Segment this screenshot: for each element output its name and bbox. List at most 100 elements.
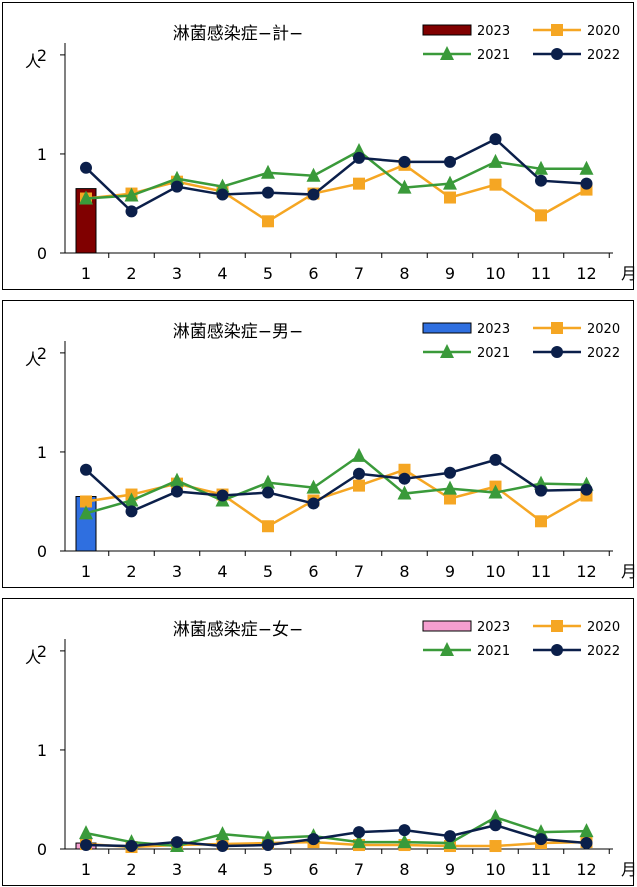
series-point-2022 <box>262 186 274 199</box>
chart-title: 淋菌感染症−計− <box>173 24 304 44</box>
y-tick-label: 1 <box>37 443 47 462</box>
x-tick-label: 4 <box>217 264 227 283</box>
x-tick-label: 12 <box>576 860 596 879</box>
series-line-2022 <box>85 137 587 213</box>
x-tick-label: 1 <box>81 562 91 581</box>
x-axis-unit-label: 月 <box>621 264 635 283</box>
legend-label-2023: 2023 <box>477 24 510 39</box>
series-point-2020 <box>535 209 547 222</box>
series-point-2020 <box>489 178 502 191</box>
x-tick-label: 7 <box>354 264 364 283</box>
x-tick-label: 6 <box>308 860 318 879</box>
series-point-2021 <box>534 160 548 175</box>
series-point-2022 <box>444 155 456 168</box>
series-point-2022 <box>535 484 547 497</box>
legend-label-2022: 2022 <box>587 48 620 63</box>
series-point-2022 <box>580 177 593 190</box>
series-point-2021 <box>124 492 139 507</box>
series-point-2021 <box>79 190 93 205</box>
y-tick-label: 0 <box>37 840 47 859</box>
series-point-2022 <box>307 833 320 846</box>
series-point-2022 <box>125 840 138 853</box>
series-point-2022 <box>216 188 229 201</box>
x-tick-label: 9 <box>445 562 455 581</box>
chart-title: 淋菌感染症−女− <box>173 620 304 640</box>
series-point-2022 <box>171 180 183 193</box>
legend-label-2021: 2021 <box>477 346 510 361</box>
chart-title: 淋菌感染症−男− <box>173 322 304 342</box>
series-point-2021 <box>215 826 230 841</box>
x-tick-label: 5 <box>263 264 273 283</box>
x-tick-label: 12 <box>576 562 596 581</box>
series-point-2022 <box>444 830 456 843</box>
legend-swatch-2023 <box>422 322 472 334</box>
series-point-2020 <box>444 492 456 505</box>
legend-label-2022: 2022 <box>587 346 620 361</box>
legend-marker-2022 <box>551 48 563 60</box>
legend-label-2022: 2022 <box>587 644 620 659</box>
series-point-2022 <box>353 151 365 164</box>
y-tick-label: 2 <box>37 642 47 661</box>
series-point-2022 <box>535 174 547 187</box>
x-tick-label: 3 <box>172 264 182 283</box>
x-tick-label: 8 <box>399 562 409 581</box>
legend-swatch-2023 <box>422 620 472 632</box>
series-point-2021 <box>443 480 457 495</box>
series-point-2020 <box>535 515 547 528</box>
chart-panel-total: 淋菌感染症−計− 人 0 1 2 1 2 3 4 5 6 7 8 9 10 11 12 月 2023 2020 2021… <box>2 2 635 290</box>
series-point-2022 <box>398 824 411 837</box>
series-point-2021 <box>124 187 139 202</box>
legend-marker-2021 <box>440 46 454 60</box>
series-point-2022 <box>353 826 365 839</box>
y-tick-label: 0 <box>37 542 47 561</box>
series-line-2021 <box>85 149 587 200</box>
x-tick-label: 11 <box>531 264 551 283</box>
x-tick-label: 9 <box>445 264 455 283</box>
y-axis-unit-label: 人 <box>25 52 41 71</box>
y-tick-label: 2 <box>37 46 47 65</box>
series-point-2022 <box>307 497 320 510</box>
series-point-2022 <box>398 155 411 168</box>
x-tick-label: 10 <box>485 562 505 581</box>
x-tick-label: 12 <box>576 264 596 283</box>
series-point-2022 <box>580 483 593 496</box>
series-point-2021 <box>397 834 412 849</box>
x-tick-label: 11 <box>531 860 551 879</box>
series-point-2022 <box>125 205 138 218</box>
y-tick-label: 1 <box>37 145 47 164</box>
legend-marker-2022 <box>551 644 563 656</box>
legend-marker-2021 <box>440 344 454 358</box>
x-tick-label: 7 <box>354 562 364 581</box>
series-point-2021 <box>352 834 366 849</box>
series-point-2021 <box>397 485 412 500</box>
series-point-2021 <box>579 823 594 838</box>
y-tick-label: 1 <box>37 741 47 760</box>
series-point-2020 <box>444 191 456 204</box>
series-point-2021 <box>306 479 321 494</box>
series-point-2022 <box>216 489 229 502</box>
series-point-2021 <box>306 167 321 182</box>
series-point-2020 <box>489 840 502 853</box>
series-line-2022 <box>85 823 587 848</box>
series-point-2020 <box>262 215 274 228</box>
series-point-2021 <box>488 153 503 168</box>
series-point-2022 <box>262 486 274 499</box>
x-tick-label: 2 <box>126 562 136 581</box>
series-point-2021 <box>443 175 457 190</box>
x-tick-label: 3 <box>172 860 182 879</box>
chart-panel-female: 淋菌感染症−女− 人 0 1 2 1 2 3 4 5 6 7 8 9 10 11 12 月 2023 2020 2021… <box>2 598 635 886</box>
legend-label-2021: 2021 <box>477 644 510 659</box>
series-point-2021 <box>215 178 230 193</box>
series-point-2022 <box>80 839 92 852</box>
legend-label-2021: 2021 <box>477 48 510 63</box>
legend-label-2020: 2020 <box>587 620 620 635</box>
series-point-2022 <box>171 836 183 849</box>
series-point-2021 <box>397 179 412 194</box>
x-axis-unit-label: 月 <box>621 562 635 581</box>
legend-marker-2020 <box>551 620 563 632</box>
x-tick-label: 1 <box>81 860 91 879</box>
series-point-2020 <box>80 495 92 508</box>
x-tick-label: 7 <box>354 860 364 879</box>
